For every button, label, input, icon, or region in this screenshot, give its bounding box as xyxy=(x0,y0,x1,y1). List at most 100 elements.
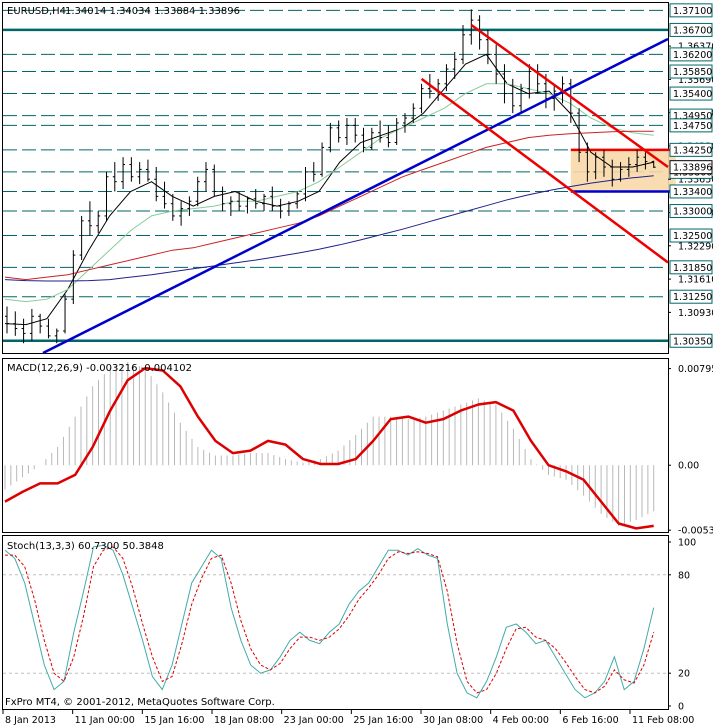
price-bar xyxy=(635,149,640,172)
price-bar xyxy=(262,193,267,212)
price-bar xyxy=(402,113,407,133)
price-bar xyxy=(253,189,258,209)
time-tick-label: 11 Feb 08:00 xyxy=(632,715,694,726)
stoch-panel: 100 80 20 0 xyxy=(3,538,696,713)
level-price-box xyxy=(669,228,713,243)
level-price-box xyxy=(669,86,713,101)
stoch-tick-label: 80 xyxy=(678,570,690,581)
stoch-tick-label: 20 xyxy=(678,669,690,680)
time-tick-label: 8 Jan 2013 xyxy=(5,715,56,726)
price-bar xyxy=(353,118,358,143)
price-bar xyxy=(63,294,68,334)
time-axis: 8 Jan 2013 11 Jan 00:00 15 Jan 16:00 18 Jan… xyxy=(2,710,694,726)
ma-long-line xyxy=(4,175,654,282)
level-price-label: 1.35850 xyxy=(673,67,712,78)
price-bar xyxy=(87,201,92,236)
price-bar xyxy=(278,198,283,219)
price-panel: 1.363701.356901.350101.343301.336501.329… xyxy=(3,3,713,355)
stoch-signal-line xyxy=(5,546,655,694)
time-tick-label: 25 Jan 16:00 xyxy=(353,715,413,726)
symbol-label: EURUSD,H4 xyxy=(7,6,66,17)
stoch-tick-label: 0 xyxy=(678,702,684,713)
price-bar xyxy=(386,125,391,148)
level-price-label: 1.37100 xyxy=(673,6,712,17)
price-bar xyxy=(79,215,84,260)
time-tick-label: 23 Jan 00:00 xyxy=(284,715,344,726)
price-bar xyxy=(187,196,192,216)
price-bar xyxy=(601,149,606,177)
level-price-label: 1.32500 xyxy=(673,231,712,242)
price-bar xyxy=(618,162,623,182)
price-tick-label: 1.32290 xyxy=(678,241,713,252)
price-bar xyxy=(96,211,101,234)
price-bar xyxy=(643,152,648,170)
macd-signal-line xyxy=(4,366,654,530)
time-tick-label: 11 Jan 00:00 xyxy=(75,715,135,726)
price-bar xyxy=(336,120,341,143)
level-price-box xyxy=(669,47,713,62)
price-bar xyxy=(469,9,474,45)
price-tick-label: 1.30930 xyxy=(678,308,713,319)
level-price-box xyxy=(669,184,713,199)
price-bar xyxy=(270,186,275,212)
price-bar xyxy=(378,120,383,143)
level-price-box xyxy=(669,3,713,18)
price-bar xyxy=(137,162,142,185)
time-tick-label: 6 Feb 16:00 xyxy=(562,715,618,726)
ma-slow-line xyxy=(4,130,654,281)
price-bar xyxy=(610,159,615,187)
stoch-panel-frame xyxy=(2,535,669,710)
level-price-label: 1.31850 xyxy=(673,263,712,274)
price-bar xyxy=(237,191,242,212)
time-tick-label: 30 Jan 08:00 xyxy=(423,715,483,726)
price-bar xyxy=(452,51,457,79)
price-tick-label: 1.35690 xyxy=(678,75,713,86)
price-bar xyxy=(585,142,590,182)
price-bar xyxy=(593,152,598,180)
price-bar xyxy=(303,166,308,202)
price-bar xyxy=(328,122,333,153)
level-price-label: 1.35400 xyxy=(673,89,712,100)
level-price-box xyxy=(669,142,713,157)
price-bar xyxy=(54,328,59,344)
price-bar xyxy=(5,306,9,334)
channel-upper-line xyxy=(470,24,669,168)
price-tick-label: 1.33650 xyxy=(678,175,713,186)
macd-tick-label: 0.00 xyxy=(678,461,699,472)
price-bar xyxy=(170,193,175,221)
price-bar xyxy=(195,176,200,207)
price-bar xyxy=(162,181,167,209)
level-price-box xyxy=(669,204,713,219)
level-price-box xyxy=(669,118,713,133)
price-bar xyxy=(29,308,34,341)
price-bar xyxy=(494,44,499,84)
range-box xyxy=(570,149,676,192)
price-bar xyxy=(461,25,466,65)
price-bar xyxy=(245,196,250,214)
level-price-label: 1.34750 xyxy=(673,121,712,132)
price-bar xyxy=(295,191,300,209)
price-tick-label: 1.31610 xyxy=(678,275,713,286)
copyright-label: FxPro MT4, © 2001-2012, MetaQuotes Softw… xyxy=(5,697,275,708)
price-bar xyxy=(361,127,366,153)
level-price-box xyxy=(669,22,713,37)
price-bar xyxy=(344,118,349,145)
level-price-label: 1.30350 xyxy=(673,336,712,347)
price-bar xyxy=(38,313,43,334)
time-tick-label: 15 Jan 16:00 xyxy=(144,715,204,726)
ohlc-readout: 1.34014 1.34034 1.33884 1.33896 xyxy=(65,6,240,17)
price-bar xyxy=(568,78,573,123)
channel-lower-line xyxy=(420,77,669,264)
stoch-tick-label: 100 xyxy=(678,538,696,549)
time-tick-label: 4 Feb 00:00 xyxy=(493,715,549,726)
level-price-label: 1.36200 xyxy=(673,50,712,61)
level-price-box xyxy=(669,160,713,175)
price-bar xyxy=(369,127,374,150)
macd-label: MACD(12,26,9) -0.003216 -0.004102 xyxy=(7,363,192,374)
price-bar xyxy=(286,201,291,216)
price-bar xyxy=(311,162,316,182)
price-bar xyxy=(112,162,117,192)
macd-tick-label: 0.007957 xyxy=(678,364,713,375)
